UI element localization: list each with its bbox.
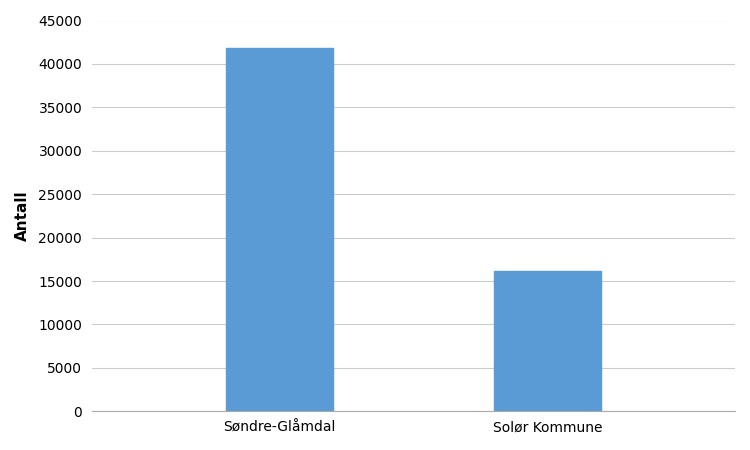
Y-axis label: Antall: Antall bbox=[15, 191, 30, 241]
Bar bbox=[494, 271, 601, 411]
Bar bbox=[226, 48, 333, 411]
